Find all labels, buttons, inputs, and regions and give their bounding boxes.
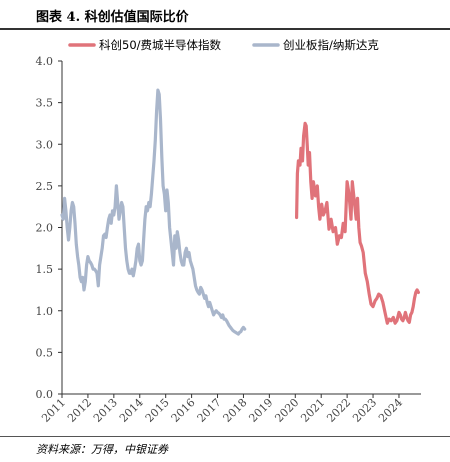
y-tick-label: 1.5 bbox=[36, 263, 54, 276]
series-line-1 bbox=[60, 88, 247, 336]
y-tick-label: 3.0 bbox=[36, 138, 54, 151]
y-tick-label: 0.5 bbox=[36, 346, 54, 359]
y-tick-label: 3.5 bbox=[36, 97, 54, 110]
source-note: 资料来源：万得，中银证券 bbox=[36, 443, 168, 456]
series-line-0 bbox=[295, 121, 420, 325]
y-tick-label: 0.0 bbox=[36, 388, 54, 401]
x-tick-label: 2023 bbox=[350, 396, 379, 425]
legend-label-1: 创业板指/纳斯达克 bbox=[283, 38, 379, 52]
x-tick-label: 2020 bbox=[272, 396, 301, 425]
x-tick-label: 2018 bbox=[221, 396, 250, 425]
y-tick-label: 2.0 bbox=[36, 222, 54, 235]
x-tick-label: 2024 bbox=[376, 396, 405, 425]
x-tick-label: 2021 bbox=[298, 396, 327, 425]
x-tick-label: 2022 bbox=[324, 396, 353, 425]
x-tick-label: 2012 bbox=[65, 396, 94, 425]
title-rule bbox=[0, 28, 450, 30]
source-rule bbox=[0, 436, 450, 437]
legend-label-0: 科创50/费城半导体指数 bbox=[99, 38, 222, 52]
y-tick-label: 4.0 bbox=[36, 55, 54, 68]
x-tick-label: 2016 bbox=[169, 396, 198, 425]
y-tick-label: 1.0 bbox=[36, 305, 54, 318]
figure-title: 图表 4. 科创估值国际比价 bbox=[36, 10, 189, 25]
x-tick-label: 2017 bbox=[195, 396, 224, 425]
y-tick-label: 2.5 bbox=[36, 180, 54, 193]
x-tick-label: 2019 bbox=[246, 396, 275, 425]
x-tick-label: 2013 bbox=[91, 396, 120, 425]
x-tick-label: 2014 bbox=[117, 396, 146, 425]
x-tick-label: 2015 bbox=[143, 396, 172, 425]
